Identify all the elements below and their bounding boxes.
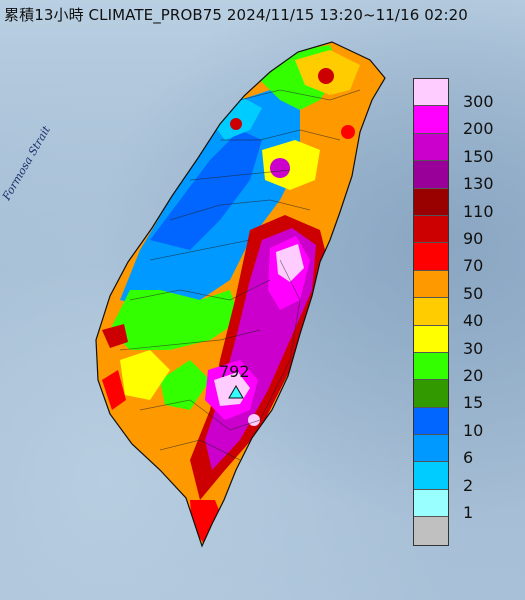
legend-swatch xyxy=(414,462,448,490)
legend-swatch xyxy=(414,380,448,408)
legend-swatch xyxy=(414,489,448,518)
legend-label: 90 xyxy=(463,229,484,248)
legend-swatch xyxy=(414,298,448,326)
legend-label: 10 xyxy=(463,420,484,440)
legend-label: 2 xyxy=(463,475,474,495)
map-title: 累積13小時 CLIMATE_PROB75 2024/11/15 13:20~1… xyxy=(4,6,468,24)
legend-label: 50 xyxy=(463,283,484,303)
legend-swatch xyxy=(414,243,448,271)
color-legend xyxy=(413,78,449,546)
legend-swatch xyxy=(414,106,448,134)
legend-label: 20 xyxy=(463,366,484,385)
legend-swatch xyxy=(414,407,448,436)
island-outline xyxy=(95,41,386,548)
legend-label: 15 xyxy=(463,393,484,413)
legend-label: 110 xyxy=(463,201,494,221)
legend-label: 40 xyxy=(463,311,484,331)
legend-swatch xyxy=(414,325,448,353)
triangle-station-icon xyxy=(228,384,244,403)
max-rainfall-value: 792 xyxy=(219,362,250,381)
legend-swatch xyxy=(414,352,448,381)
legend-label: 70 xyxy=(463,256,484,276)
legend-label: 130 xyxy=(463,174,494,194)
legend-swatch xyxy=(414,270,448,299)
legend-label: 300 xyxy=(463,92,494,111)
legend-label: 150 xyxy=(463,146,494,166)
legend-label: 1 xyxy=(463,503,474,522)
legend-swatch xyxy=(414,517,448,545)
legend-swatch xyxy=(414,435,448,463)
legend-swatch xyxy=(414,133,448,162)
legend-label: 6 xyxy=(463,448,474,468)
legend-swatch xyxy=(414,188,448,216)
legend-swatch xyxy=(414,79,448,107)
legend-swatch xyxy=(414,161,448,189)
legend-label: 30 xyxy=(463,338,484,358)
legend-swatch xyxy=(414,215,448,244)
rainfall-field xyxy=(96,42,385,546)
legend-label: 200 xyxy=(463,119,494,139)
